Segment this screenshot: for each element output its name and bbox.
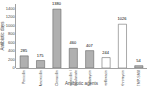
svg-text:175: 175 — [37, 53, 44, 58]
svg-text:800: 800 — [8, 31, 15, 36]
svg-text:Cloxacillin: Cloxacillin — [55, 70, 59, 86]
svg-text:Erythromycin: Erythromycin — [121, 70, 125, 86]
svg-text:407: 407 — [86, 43, 93, 48]
svg-text:0: 0 — [12, 65, 15, 70]
svg-text:Antibiotic days: Antibiotic days — [0, 21, 5, 51]
svg-text:54: 54 — [136, 58, 141, 63]
svg-text:Amoxicillin: Amoxicillin — [39, 70, 43, 86]
svg-text:Ciprofloxacin: Ciprofloxacin — [104, 70, 108, 86]
svg-text:600: 600 — [8, 40, 15, 45]
svg-text:TMP-SMX: TMP-SMX — [137, 69, 141, 86]
svg-text:200: 200 — [8, 57, 15, 62]
svg-text:1380: 1380 — [52, 1, 62, 6]
svg-text:1000: 1000 — [6, 23, 16, 28]
svg-text:Amoxicillin /Clavulanate: Amoxicillin /Clavulanate — [69, 70, 78, 86]
svg-text:1400: 1400 — [6, 6, 16, 11]
svg-text:400: 400 — [8, 48, 15, 53]
svg-text:460: 460 — [70, 40, 77, 45]
svg-text:244: 244 — [102, 50, 109, 55]
svg-text:1200: 1200 — [6, 14, 16, 19]
svg-text:1026: 1026 — [118, 16, 128, 21]
svg-text:Clindamycin: Clindamycin — [88, 70, 92, 86]
svg-text:Antibiotic agents: Antibiotic agents — [65, 81, 99, 86]
svg-text:285: 285 — [20, 48, 27, 53]
svg-text:Penicillin: Penicillin — [22, 70, 26, 84]
